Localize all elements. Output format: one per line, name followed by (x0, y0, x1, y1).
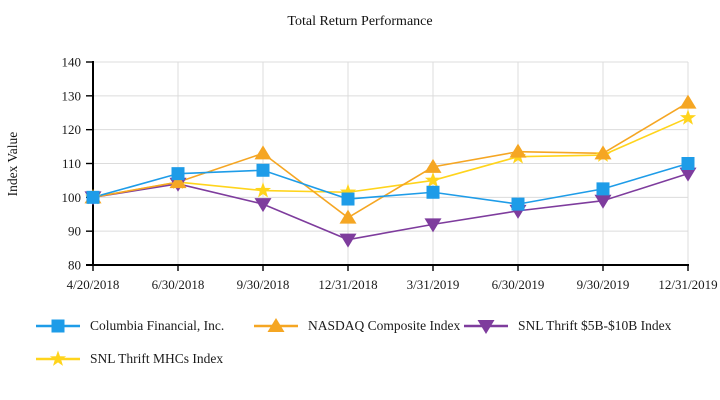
x-tick-label: 9/30/2019 (577, 277, 630, 292)
triangle-down-marker-icon (594, 194, 612, 209)
square-marker-icon (681, 157, 695, 170)
y-tick-label: 100 (62, 190, 82, 205)
legend-item: Columbia Financial, Inc. (35, 316, 253, 336)
legend-label: NASDAQ Composite Index (308, 318, 461, 333)
square-marker-icon (171, 167, 185, 181)
triangle-down-marker-icon (424, 218, 442, 233)
y-tick-label: 140 (62, 55, 82, 70)
square-marker-icon (86, 190, 100, 204)
triangle-down-marker-icon (679, 167, 697, 182)
y-tick-label: 90 (68, 224, 81, 239)
triangle-down-marker-icon (254, 198, 272, 213)
chart-title: Total Return Performance (287, 14, 433, 29)
triangle-down-marker-icon (464, 320, 508, 334)
x-tick-label: 12/31/2019 (658, 277, 717, 292)
star-marker-icon (424, 171, 442, 188)
square-marker-icon (596, 182, 610, 196)
star-marker-icon (36, 350, 80, 366)
legend: Columbia Financial, Inc. NASDAQ Composite… (35, 316, 707, 369)
legend-item: SNL Thrift $5B-$10B Index (463, 316, 701, 336)
triangle-down-marker-icon (477, 320, 495, 334)
x-tick-label: 6/30/2018 (152, 277, 205, 292)
series-line (92, 162, 689, 205)
x-tick-label: 6/30/2019 (492, 277, 545, 292)
series-line (92, 117, 689, 199)
x-tick-label: 3/31/2019 (407, 277, 460, 292)
square-marker-icon (36, 319, 80, 333)
triangle-up-marker-icon (424, 158, 442, 173)
legend-item: SNL Thrift MHCs Index (35, 349, 223, 369)
triangle-up-marker-icon (509, 143, 527, 158)
star-marker-icon (49, 350, 67, 366)
y-tick-label: 130 (62, 88, 82, 103)
star-marker-icon (339, 183, 357, 200)
legend-label: Columbia Financial, Inc. (90, 318, 225, 333)
triangle-up-marker-icon (169, 174, 187, 189)
series-line (92, 101, 689, 219)
triangle-up-marker-icon (254, 318, 298, 332)
y-tick-label: 110 (62, 156, 81, 171)
square-marker-icon (256, 163, 270, 177)
series-line (92, 172, 689, 241)
x-tick-label: 12/31/2018 (318, 277, 377, 292)
triangle-up-marker-icon (339, 209, 357, 224)
triangle-up-marker-icon (594, 145, 612, 160)
star-marker-icon (679, 109, 697, 125)
y-tick-label: 120 (62, 122, 82, 137)
square-marker-icon (511, 197, 525, 211)
x-tick-label: 4/20/2018 (67, 277, 120, 292)
legend-label: SNL Thrift MHCs Index (90, 351, 224, 366)
plot-area: 80 90 100 110 120 130 140 4/20/2018 6/30/2018 9/3… (62, 55, 718, 293)
legend-label: SNL Thrift $5B-$10B Index (518, 318, 672, 333)
square-marker-icon (51, 319, 65, 333)
square-marker-icon (341, 192, 355, 206)
triangle-up-marker-icon (254, 145, 272, 160)
x-tick-label: 9/30/2018 (237, 277, 290, 292)
triangle-up-marker-icon (679, 94, 697, 109)
legend-item: NASDAQ Composite Index (253, 316, 463, 336)
square-marker-icon (426, 185, 440, 199)
y-tick-label: 80 (68, 258, 81, 273)
triangle-up-marker-icon (267, 318, 285, 332)
triangle-down-marker-icon (339, 233, 357, 248)
star-marker-icon (254, 182, 272, 198)
